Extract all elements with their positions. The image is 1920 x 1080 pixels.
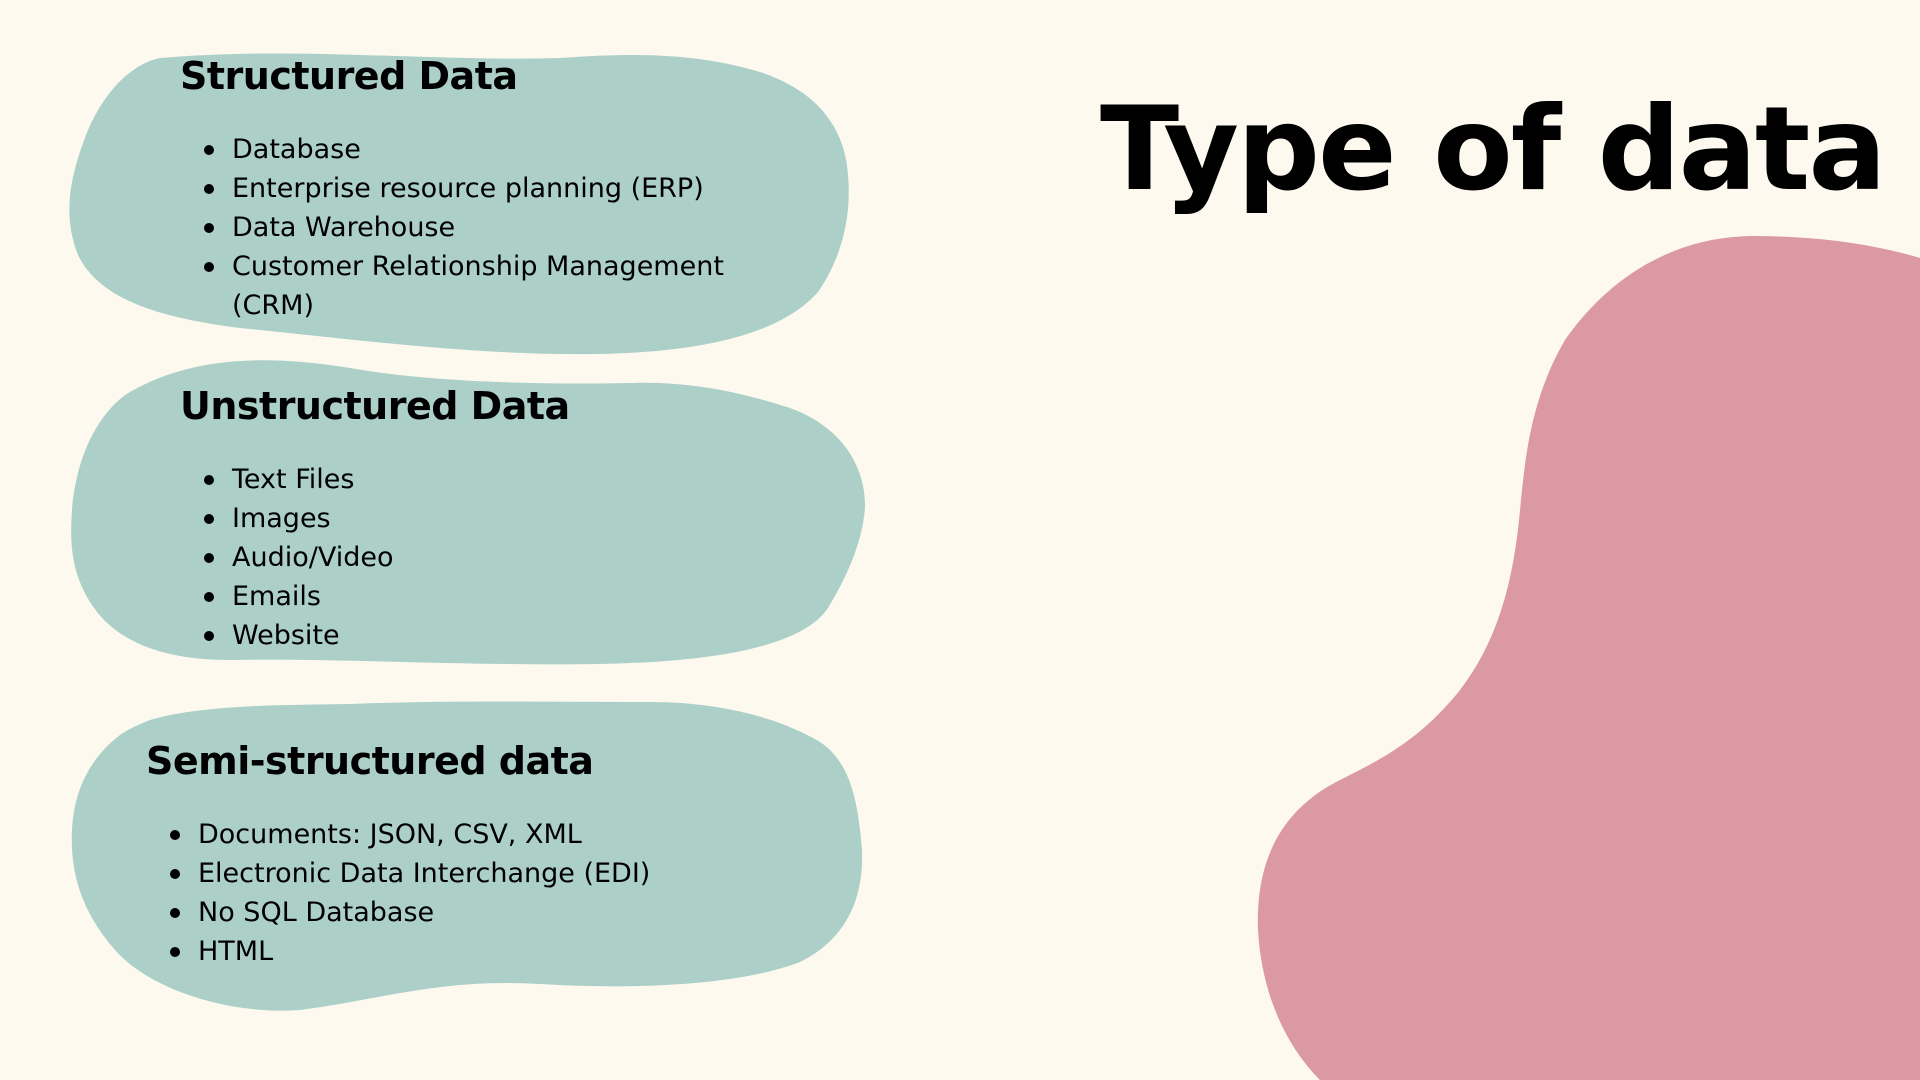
unstructured-data-section: Unstructured Data Text Files Images Audi… [180,384,770,655]
list-item: Database [204,130,770,169]
list-item: Audio/Video [204,538,770,577]
semi-structured-blob [71,701,863,1011]
list-item: Customer Relationship Management (CRM) [204,247,770,325]
list-item: HTML [170,932,786,971]
semi-structured-data-section: Semi-structured data Documents: JSON, CS… [146,739,786,971]
item-list: Documents: JSON, CSV, XML Electronic Dat… [146,815,786,971]
structured-data-section: Structured Data Database Enterprise reso… [180,54,770,325]
list-item: Text Files [204,460,770,499]
section-heading: Unstructured Data [180,384,570,428]
list-item: Website [204,616,770,655]
list-item: No SQL Database [170,893,786,932]
list-item: Images [204,499,770,538]
list-item: Data Warehouse [204,208,770,247]
list-item: Emails [204,577,770,616]
pink-blob [1257,236,1920,1080]
page-title: Type of data [1100,82,1887,217]
list-item: Documents: JSON, CSV, XML [170,815,786,854]
unstructured-blob [71,360,866,665]
list-item: Electronic Data Interchange (EDI) [170,854,786,893]
item-list: Text Files Images Audio/Video Emails Web… [180,460,770,655]
list-item: Enterprise resource planning (ERP) [204,169,770,208]
section-heading: Semi-structured data [146,739,594,783]
structured-blob [69,53,849,355]
section-heading: Structured Data [180,54,518,98]
item-list: Database Enterprise resource planning (E… [180,130,770,325]
